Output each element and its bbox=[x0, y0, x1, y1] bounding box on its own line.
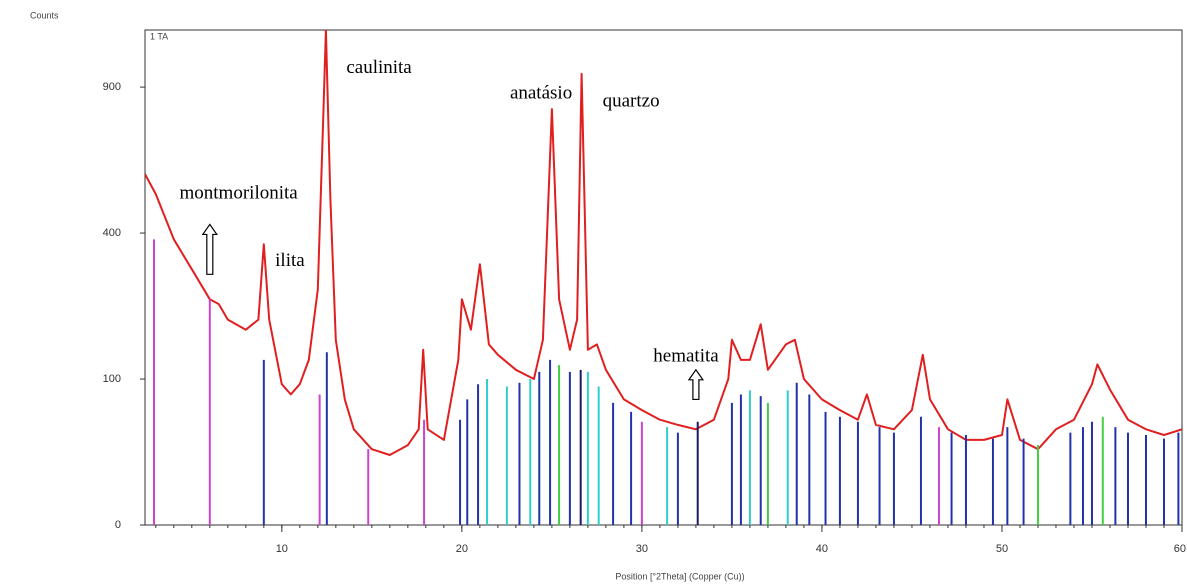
annotation: montmorilonita bbox=[180, 182, 299, 203]
x-tick-label: 30 bbox=[636, 543, 648, 555]
trace-group bbox=[145, 30, 1182, 456]
y-axis-label: Counts bbox=[30, 10, 59, 20]
x-tick-label: 40 bbox=[816, 543, 828, 555]
annotation-arrow bbox=[201, 223, 218, 275]
annotation: quartzo bbox=[603, 90, 660, 111]
plot-frame bbox=[144, 29, 1183, 526]
y-tick-label: 400 bbox=[103, 227, 121, 239]
y-tick-label: 100 bbox=[103, 373, 121, 385]
annotation: anatásio bbox=[510, 82, 572, 103]
annotation-arrow bbox=[687, 368, 705, 401]
y-tick-label: 900 bbox=[103, 81, 121, 93]
x-tick-label: 60 bbox=[1174, 543, 1186, 555]
sample-label: 1 TA bbox=[150, 31, 168, 41]
x-axis-label: Position [°2Theta] (Copper (Cu)) bbox=[615, 571, 744, 581]
annotation: hematita bbox=[653, 346, 719, 367]
x-tick-label: 10 bbox=[276, 543, 288, 555]
data-line bbox=[145, 30, 1182, 456]
y-tick-label: 0 bbox=[115, 519, 121, 531]
annotation: ilita bbox=[275, 250, 305, 271]
annotation: caulinita bbox=[346, 57, 412, 78]
x-tick-label: 50 bbox=[996, 543, 1008, 555]
x-tick-label: 20 bbox=[456, 543, 468, 555]
